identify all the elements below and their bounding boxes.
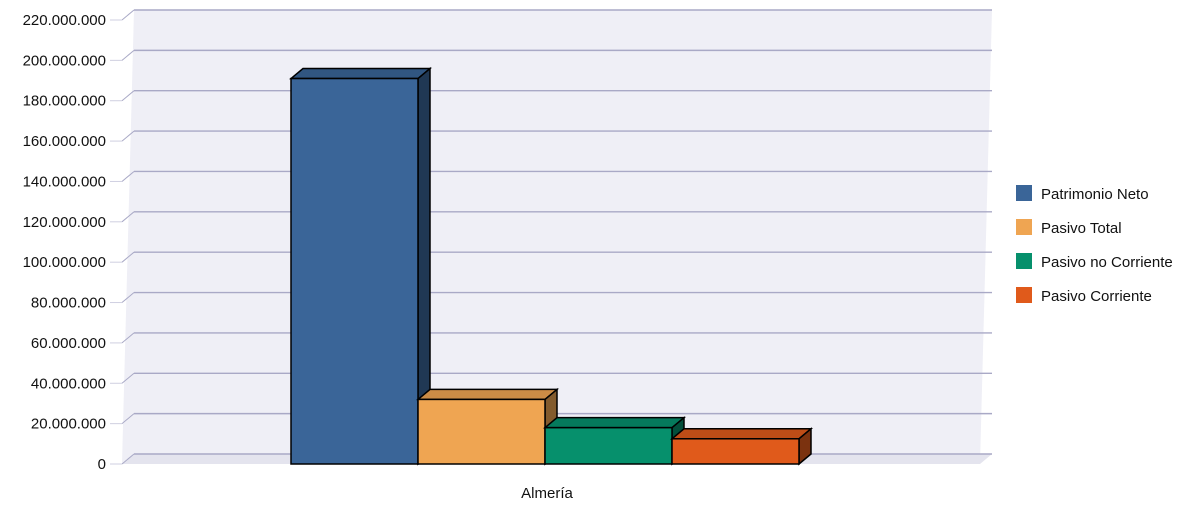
x-category-label: Almería: [521, 485, 573, 502]
x-axis-categories: Almería: [521, 485, 573, 502]
gridline-depth: [121, 90, 135, 102]
legend-swatch: [1016, 219, 1032, 235]
legend-item: Pasivo Total: [1016, 219, 1122, 237]
bar-pasivo-no-corriente: [542, 416, 687, 466]
gridline-depth: [121, 130, 135, 142]
legend: Patrimonio Neto Pasivo Total Pasivo no Cor…: [1016, 185, 1173, 305]
legend-swatch: [1016, 185, 1032, 201]
y-tick-label: 80.000.000: [31, 295, 106, 312]
legend-swatch: [1016, 287, 1032, 303]
bar-front: [290, 77, 419, 465]
y-tick-label: 0: [98, 456, 106, 473]
legend-label: Pasivo Corriente: [1041, 288, 1152, 305]
y-tick-label: 160.000.000: [23, 133, 106, 150]
bar-patrimonio-neto: [288, 66, 433, 466]
y-tick-label: 100.000.000: [23, 254, 106, 271]
bar-pasivo-corriente: [669, 427, 814, 466]
gridline-depth: [121, 372, 135, 384]
bar-top: [669, 428, 814, 440]
y-tick-label: 60.000.000: [31, 335, 106, 352]
y-tick-label: 180.000.000: [23, 93, 106, 110]
y-axis-ticks: 0 20.000.000 40.000.000 60.000.000 80.000.00…: [23, 12, 122, 473]
bar-front: [417, 398, 546, 465]
gridlines: [121, 9, 992, 465]
gridline-depth: [121, 49, 135, 61]
legend-item: Pasivo no Corriente: [1016, 253, 1173, 271]
bars: [288, 66, 814, 466]
bar-front: [544, 426, 673, 465]
y-tick-label: 40.000.000: [31, 375, 106, 392]
bar-pasivo-total: [415, 387, 560, 466]
legend-label: Patrimonio Neto: [1041, 186, 1149, 203]
gridline-depth: [121, 332, 135, 344]
legend-swatch: [1016, 253, 1032, 269]
bar-top: [288, 67, 433, 80]
legend-label: Pasivo no Corriente: [1041, 254, 1173, 271]
y-tick-label: 220.000.000: [23, 12, 106, 29]
bar-top: [542, 416, 687, 429]
gridline-depth: [121, 292, 135, 303]
gridline-depth: [121, 251, 135, 263]
legend-item: Patrimonio Neto: [1016, 185, 1149, 203]
y-tick-label: 140.000.000: [23, 173, 106, 190]
y-tick-label: 120.000.000: [23, 214, 106, 231]
gridline-depth: [121, 453, 135, 465]
legend-item: Pasivo Corriente: [1016, 287, 1152, 305]
bar-front: [671, 438, 800, 465]
bar-top: [415, 388, 560, 401]
gridline-depth: [121, 9, 135, 21]
legend-label: Pasivo Total: [1041, 220, 1122, 237]
y-tick-label: 20.000.000: [31, 416, 106, 433]
gridline-depth: [121, 211, 135, 223]
y-tick-label: 200.000.000: [23, 52, 106, 69]
gridline-depth: [121, 171, 135, 182]
gridline-depth: [121, 413, 135, 425]
